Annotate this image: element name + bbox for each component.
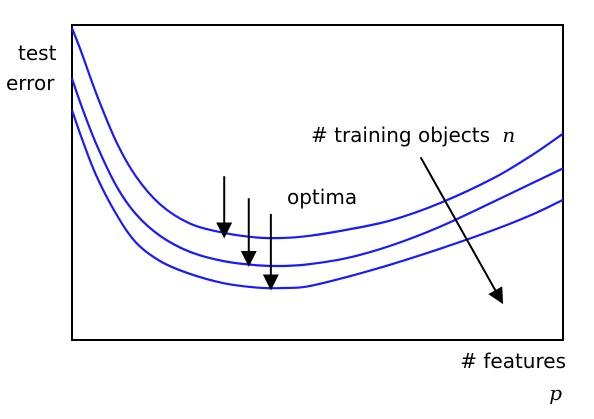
training-objects-text: # training objects <box>311 123 490 147</box>
x-axis-label: # features <box>460 349 566 373</box>
training-objects-arrow <box>419 156 504 305</box>
series-layer <box>70 27 564 290</box>
x-axis-variable: p <box>549 381 562 405</box>
plot-frame <box>71 24 564 341</box>
optima-label: optima <box>287 185 357 209</box>
training-objects-variable: n <box>502 123 515 147</box>
series-line-3 <box>70 109 564 290</box>
training-objects-label: # training objects n <box>311 123 515 147</box>
y-axis-label-line2: error <box>6 71 55 95</box>
y-axis-label-line1: test <box>18 41 57 65</box>
annotation-layer <box>216 156 504 305</box>
series-line-2 <box>70 78 564 268</box>
series-line-1 <box>70 27 564 240</box>
